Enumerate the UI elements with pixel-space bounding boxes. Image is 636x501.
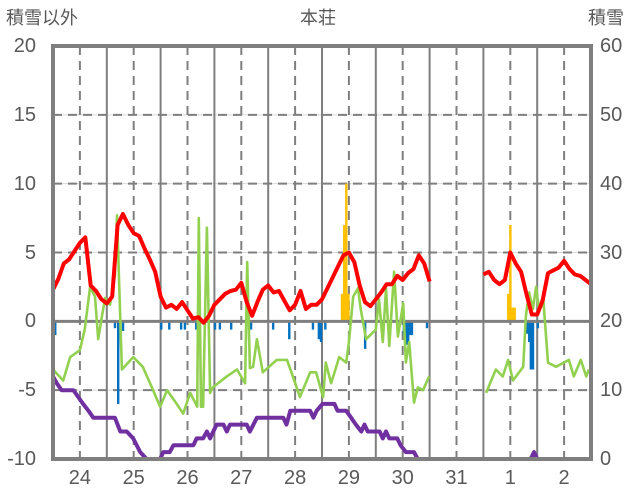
y-tick-left: 0 — [24, 310, 36, 333]
y-tick-left: -10 — [7, 448, 36, 470]
x-tick-label: 29 — [337, 467, 361, 489]
precip-bar — [179, 321, 183, 330]
x-tick-label: 26 — [176, 467, 199, 489]
y-tick-right: 40 — [600, 172, 623, 195]
precip-bar — [229, 321, 233, 330]
y-tick-right: 60 — [600, 35, 623, 57]
precip-bar — [113, 321, 117, 329]
precip-bar — [121, 321, 125, 331]
snowfall-bar — [347, 293, 350, 322]
y-tick-left: 20 — [13, 35, 36, 57]
precip-bar — [195, 321, 198, 330]
y-tick-left: 5 — [24, 241, 36, 264]
precip-bar — [160, 321, 163, 330]
precip-bar — [406, 321, 410, 345]
x-tick-label: 25 — [122, 467, 145, 489]
snowfall-bar — [511, 307, 514, 322]
precip-bar — [213, 321, 217, 330]
y-tick-right: 10 — [600, 379, 623, 402]
left-axis-title: 積雪以外 — [6, 8, 78, 28]
snowfall-bar — [342, 224, 346, 322]
precip-bar — [54, 321, 57, 336]
x-tick-label: 28 — [283, 467, 307, 489]
x-tick-label: 27 — [230, 467, 253, 489]
precip-bar — [324, 321, 327, 330]
precip-bar — [536, 321, 540, 329]
precip-bar — [271, 321, 275, 330]
right-axis-title: 積雪 — [588, 8, 624, 28]
precip-bar — [409, 321, 412, 336]
snowfall-bar — [513, 307, 516, 322]
precip-bar — [425, 321, 429, 329]
x-tick-label: 31 — [445, 467, 468, 489]
precip-bar — [410, 321, 414, 336]
precip-bar — [168, 321, 171, 330]
x-tick-label: 24 — [68, 467, 92, 489]
y-tick-right: 0 — [600, 448, 612, 470]
precip-bar — [288, 321, 291, 340]
y-tick-left: -5 — [18, 379, 36, 402]
temperature-line — [51, 212, 593, 325]
x-tick-label: 1 — [504, 467, 516, 489]
snowfall-bar — [340, 293, 344, 322]
x-tick-label: 2 — [558, 467, 570, 489]
precip-bar — [249, 321, 253, 330]
y-tick-right: 50 — [600, 103, 623, 126]
precip-bar — [525, 321, 529, 334]
precip-bar — [404, 321, 408, 345]
snowfall-bar — [507, 293, 510, 322]
y-tick-right: 20 — [600, 310, 623, 333]
snowfall-bar — [509, 224, 512, 322]
precip-bar — [116, 321, 120, 404]
x-tick-label: 30 — [391, 467, 414, 489]
y-tick-right: 30 — [600, 241, 623, 264]
precip-bar — [528, 321, 531, 342]
plot-frame — [51, 44, 593, 461]
precip-bar — [319, 321, 323, 342]
precip-bar — [311, 321, 315, 330]
precip-bar — [529, 321, 533, 370]
y-tick-left: 15 — [13, 103, 36, 126]
precip-bar — [218, 321, 222, 330]
precip-bar — [183, 321, 187, 330]
chart-title: 本荘 — [300, 8, 336, 28]
precip-bar — [531, 321, 535, 370]
y-tick-left: 10 — [13, 172, 36, 195]
precip-bar — [317, 321, 321, 340]
